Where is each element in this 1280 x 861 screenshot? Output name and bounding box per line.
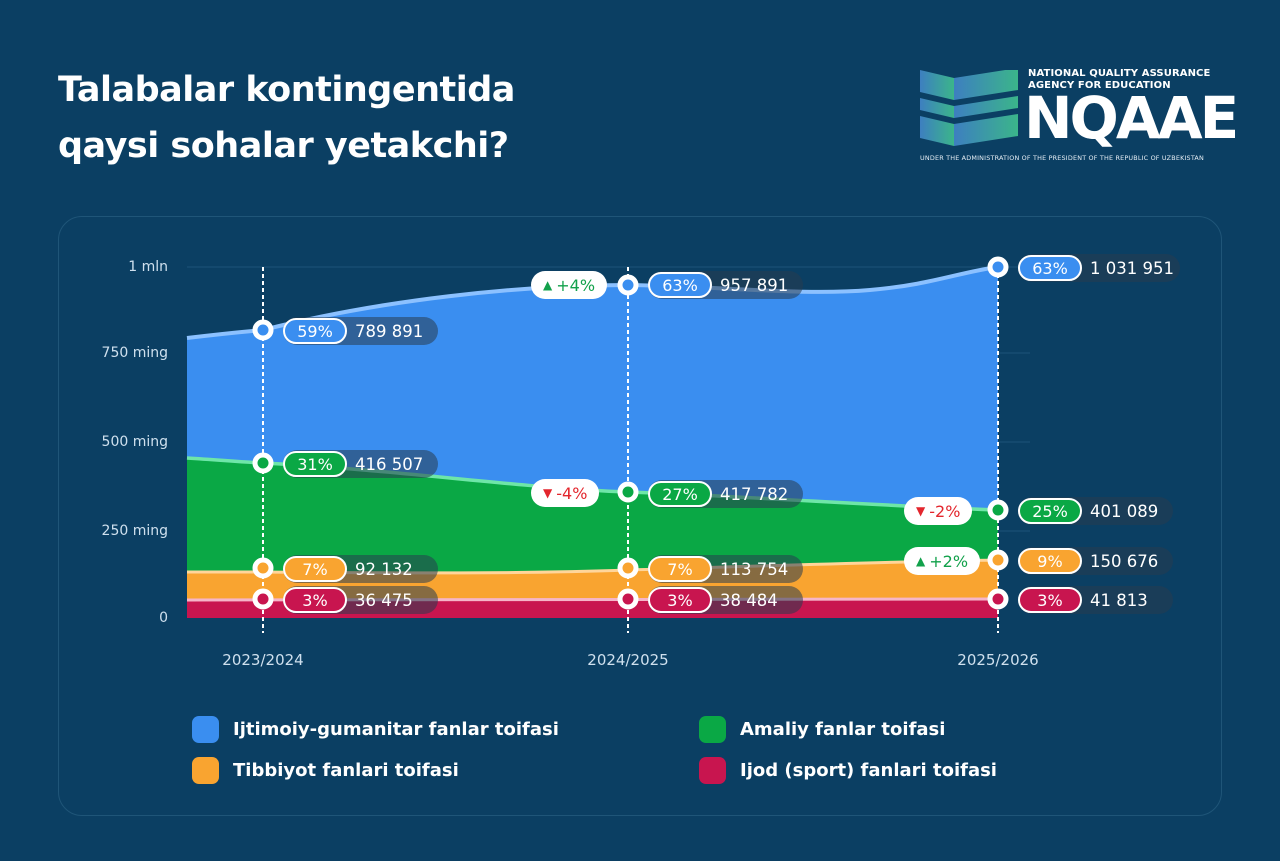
down-arrow-icon: ▼ — [916, 504, 926, 518]
x-tick-2024: 2024/2025 — [587, 651, 669, 669]
delta-badge-am-2024: ▼ -4% — [531, 479, 600, 507]
legend-swatch — [699, 716, 726, 743]
label-tb-2023: 7% 92 132 — [283, 555, 438, 583]
legend-swatch — [192, 716, 219, 743]
x-tick-2023: 2023/2024 — [222, 651, 304, 669]
label-am-2024: 27% 417 782 — [648, 480, 803, 508]
legend-item-amaliy: Amaliy fanlar toifasi — [699, 716, 945, 743]
logo-line-2: AGENCY FOR EDUCATION — [1028, 80, 1171, 91]
up-arrow-icon: ▲ — [543, 278, 553, 292]
legend-item-ijtimoiy: Ijtimoiy-gumanitar fanlar toifasi — [192, 716, 559, 743]
label-am-2023: 31% 416 507 — [283, 450, 438, 478]
label-id-2025: 3% 41 813 — [1018, 586, 1173, 614]
legend-swatch — [699, 757, 726, 784]
label-ij-2024: 63% 957 891 — [648, 271, 803, 299]
delta-badge-ij-2024: ▲ +4% — [531, 271, 608, 299]
legend-swatch — [192, 757, 219, 784]
label-tb-2024: 7% 113 754 — [648, 555, 803, 583]
label-id-2023: 3% 36 475 — [283, 586, 438, 614]
down-arrow-icon: ▼ — [543, 486, 553, 500]
y-tick-1mln: 1 mln — [128, 259, 168, 275]
data-points — [252, 256, 1009, 610]
label-am-2025: 25% 401 089 — [1018, 497, 1173, 525]
logo-line-1: NATIONAL QUALITY ASSURANCE — [1028, 68, 1211, 79]
y-tick-250: 250 ming — [101, 523, 168, 539]
logo-acronym: NQAAE — [1024, 84, 1239, 152]
x-tick-2025: 2025/2026 — [957, 651, 1039, 669]
logo-subtitle: UNDER THE ADMINISTRATION OF THE PRESIDEN… — [920, 154, 1204, 162]
y-tick-0: 0 — [159, 610, 168, 626]
page-title: Talabalar kontingentida qaysi sohalar ye… — [58, 62, 515, 174]
label-ij-2023: 59% 789 891 — [283, 317, 438, 345]
legend-item-ijod: Ijod (sport) fanlari toifasi — [699, 757, 997, 784]
label-tb-2025: 9% 150 676 — [1018, 547, 1173, 575]
y-tick-500: 500 ming — [101, 434, 168, 450]
label-id-2024: 3% 38 484 — [648, 586, 803, 614]
y-tick-750: 750 ming — [101, 345, 168, 361]
delta-badge-am-2025: ▼ -2% — [904, 497, 973, 525]
legend-item-tibbiyot: Tibbiyot fanlari toifasi — [192, 757, 459, 784]
chart-panel — [58, 216, 1222, 816]
title-line-1: Talabalar kontingentida — [58, 70, 515, 110]
nqaae-logo: NATIONAL QUALITY ASSURANCE AGENCY FOR ED… — [918, 68, 1239, 168]
title-line-2: qaysi sohalar yetakchi? — [58, 126, 509, 166]
up-arrow-icon: ▲ — [916, 554, 926, 568]
delta-badge-tb-2025: ▲ +2% — [904, 547, 981, 575]
logo-chevron-icon — [920, 70, 1018, 146]
label-ij-2025: 63% 1 031 951 — [1018, 254, 1180, 282]
